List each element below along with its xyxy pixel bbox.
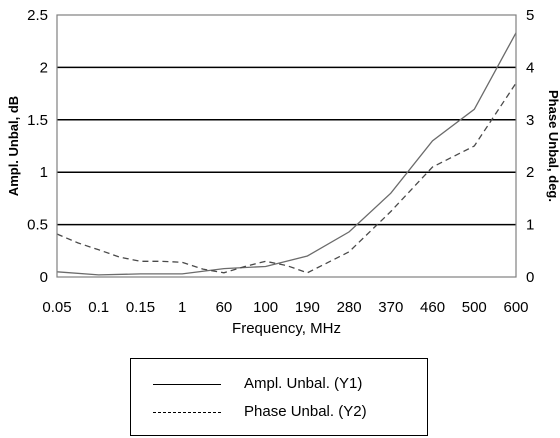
- series-layer: [56, 32, 517, 276]
- x-tick-label: 0.05: [42, 299, 71, 316]
- legend-item-phase: Phase Unbal. (Y2): [131, 401, 427, 425]
- y-tick-label-right: 5: [526, 7, 534, 24]
- series-line-ampl: [56, 32, 517, 276]
- plot-frame: [56, 14, 517, 278]
- tick-labels: 0.05 0.1 0.15 1 60 100 190 280 370 460 500 600 0 0.5 1…: [27, 7, 534, 316]
- y-axis-title-left: Ampl. Unbal, dB: [6, 96, 21, 196]
- x-axis-title: Frequency, MHz: [232, 320, 341, 337]
- y-tick-label-right: 4: [526, 59, 534, 76]
- y-tick-label-left: 0: [40, 269, 48, 286]
- y-axis-title-right: Phase Unbal, deg.: [546, 90, 560, 202]
- x-tick-label: 0.1: [88, 299, 109, 316]
- series-line-phase: [56, 82, 517, 274]
- x-tick-label: 1: [178, 299, 186, 316]
- legend-item-ampl: Ampl. Unbal. (Y1): [131, 373, 427, 397]
- x-tick-label: 280: [337, 299, 362, 316]
- y-tick-label-left: 1.5: [27, 112, 48, 129]
- legend-swatch-dashed: [153, 412, 221, 413]
- x-tick-label: 0.15: [126, 299, 155, 316]
- y-tick-label-left: 2.5: [27, 7, 48, 24]
- y-tick-label-left: 2: [40, 59, 48, 76]
- y-tick-label-right: 0: [526, 269, 534, 286]
- y-tick-label-right: 3: [526, 112, 534, 129]
- y-tick-label-left: 0.5: [27, 217, 48, 234]
- legend: Ampl. Unbal. (Y1) Phase Unbal. (Y2): [130, 358, 428, 436]
- x-tick-label: 460: [420, 299, 445, 316]
- x-tick-label: 500: [462, 299, 487, 316]
- x-tick-label: 60: [216, 299, 233, 316]
- x-tick-label: 370: [378, 299, 403, 316]
- y-tick-label-right: 1: [526, 217, 534, 234]
- x-tick-label: 600: [503, 299, 528, 316]
- x-tick-label: 190: [295, 299, 320, 316]
- legend-label: Ampl. Unbal. (Y1): [244, 375, 363, 392]
- x-tick-label: 100: [253, 299, 278, 316]
- legend-label: Phase Unbal. (Y2): [244, 403, 367, 420]
- gridlines: [57, 66, 516, 226]
- y-tick-label-right: 2: [526, 164, 534, 181]
- legend-swatch-solid: [153, 384, 221, 385]
- y-tick-label-left: 1: [40, 164, 48, 181]
